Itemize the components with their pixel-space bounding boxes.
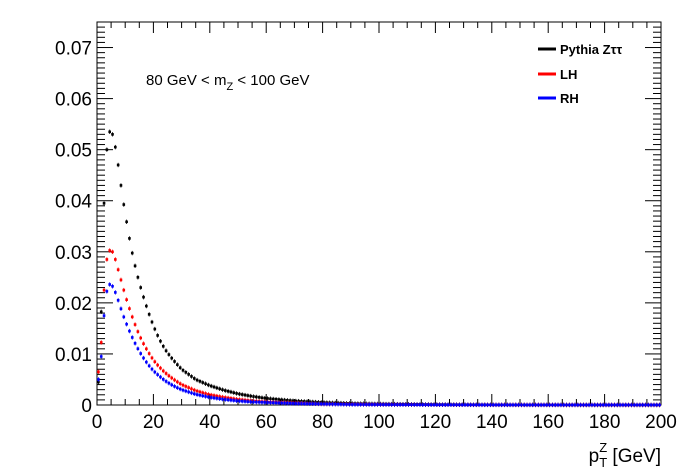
series-1 [97,248,661,408]
x-tick-label: 0 [92,412,103,433]
series-0 [97,129,661,408]
x-tick-label: 100 [363,412,395,433]
x-tick-label: 60 [256,412,277,433]
series-layer [97,129,661,408]
x-tick-label: 160 [532,412,564,433]
x-tick-label: 20 [143,412,164,433]
legend-label-lh: LH [560,67,577,82]
x-axis-title: pTZ [GeV] [589,440,661,470]
series-2 [97,282,661,408]
x-tick-label: 200 [645,412,677,433]
y-tick-label: 0.07 [55,39,92,60]
y-axis-ticks [97,21,661,406]
x-tick-label: 140 [476,412,508,433]
y-tick-label: 0.03 [55,243,92,264]
y-tick-label: 0.01 [55,345,92,366]
y-tick-label: 0.02 [55,294,92,315]
x-axis-tick-labels: 0 20 40 60 80 100 120 140 160 180 200 [92,412,677,433]
x-tick-label: 120 [420,412,452,433]
legend: Pythia Zττ LH RH [538,42,622,106]
y-tick-label: 0.06 [55,90,92,111]
y-axis-tick-labels: 0 0.01 0.02 0.03 0.04 0.05 0.06 0.07 [55,39,92,417]
y-tick-label: 0 [81,396,92,417]
x-tick-label: 180 [589,412,621,433]
mass-window-annotation: 80 GeV < mZ < 100 GeV [146,72,310,93]
y-tick-label: 0.05 [55,141,92,162]
x-tick-label: 80 [312,412,333,433]
x-tick-label: 40 [199,412,220,433]
legend-label-rh: RH [560,91,579,106]
y-tick-label: 0.04 [55,192,92,213]
legend-label-pythia: Pythia Zττ [560,42,622,57]
